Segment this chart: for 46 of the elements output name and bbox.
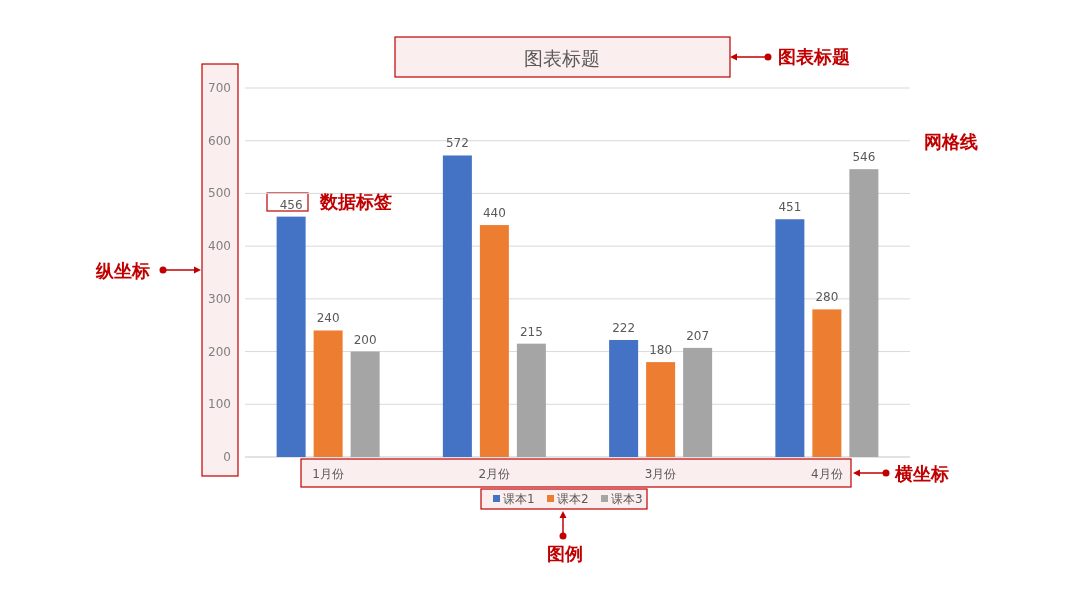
data-label: 451 — [778, 200, 802, 215]
text: 纵坐标 — [95, 260, 150, 281]
data-label: 207 — [686, 328, 710, 343]
text: 图表标题 — [778, 46, 850, 67]
bar — [516, 343, 546, 457]
y-tick-label: 100 — [208, 397, 231, 412]
bar — [812, 309, 842, 457]
data-label: 572 — [445, 136, 469, 151]
bar — [646, 362, 676, 457]
x-tick-label: 3月份 — [644, 467, 677, 481]
data-label: 200 — [353, 332, 377, 347]
chart-title: 图表标题 — [524, 47, 600, 69]
data-label: 440 — [482, 206, 506, 221]
legend-label: 课本3 — [611, 492, 643, 506]
data-label: 222 — [612, 320, 636, 335]
y-tick-label: 0 — [223, 450, 231, 464]
y-tick-label: 500 — [208, 186, 231, 201]
text: 横坐标 — [894, 463, 949, 484]
data-label: 240 — [316, 311, 340, 326]
bar — [609, 339, 639, 457]
data-label: 280 — [815, 290, 839, 305]
y-tick-label: 700 — [208, 81, 231, 95]
bar — [313, 330, 343, 457]
bar — [442, 155, 472, 457]
text: 图例 — [547, 543, 583, 564]
y-tick-label: 400 — [208, 239, 231, 254]
data-label: 456 — [279, 197, 303, 212]
annotation: 数据标签 — [319, 191, 392, 212]
data-label: 215 — [519, 324, 543, 339]
bar — [350, 351, 380, 457]
bar — [479, 225, 509, 457]
data-label: 546 — [852, 150, 876, 165]
bar — [775, 219, 805, 457]
text: 网格线 — [924, 131, 978, 152]
bar — [849, 169, 879, 457]
bar — [276, 216, 306, 457]
x-tick-label: 1月份 — [312, 467, 344, 481]
y-tick-label: 200 — [208, 344, 231, 359]
data-label: 180 — [649, 343, 673, 358]
y-tick-label: 600 — [208, 133, 231, 148]
bar — [683, 347, 713, 457]
legend-label: 课本1 — [503, 492, 535, 506]
y-tick-label: 300 — [208, 291, 231, 306]
x-tick-label: 4月份 — [811, 467, 843, 481]
legend-label: 课本2 — [557, 492, 589, 506]
x-tick-label: 2月份 — [478, 467, 511, 481]
